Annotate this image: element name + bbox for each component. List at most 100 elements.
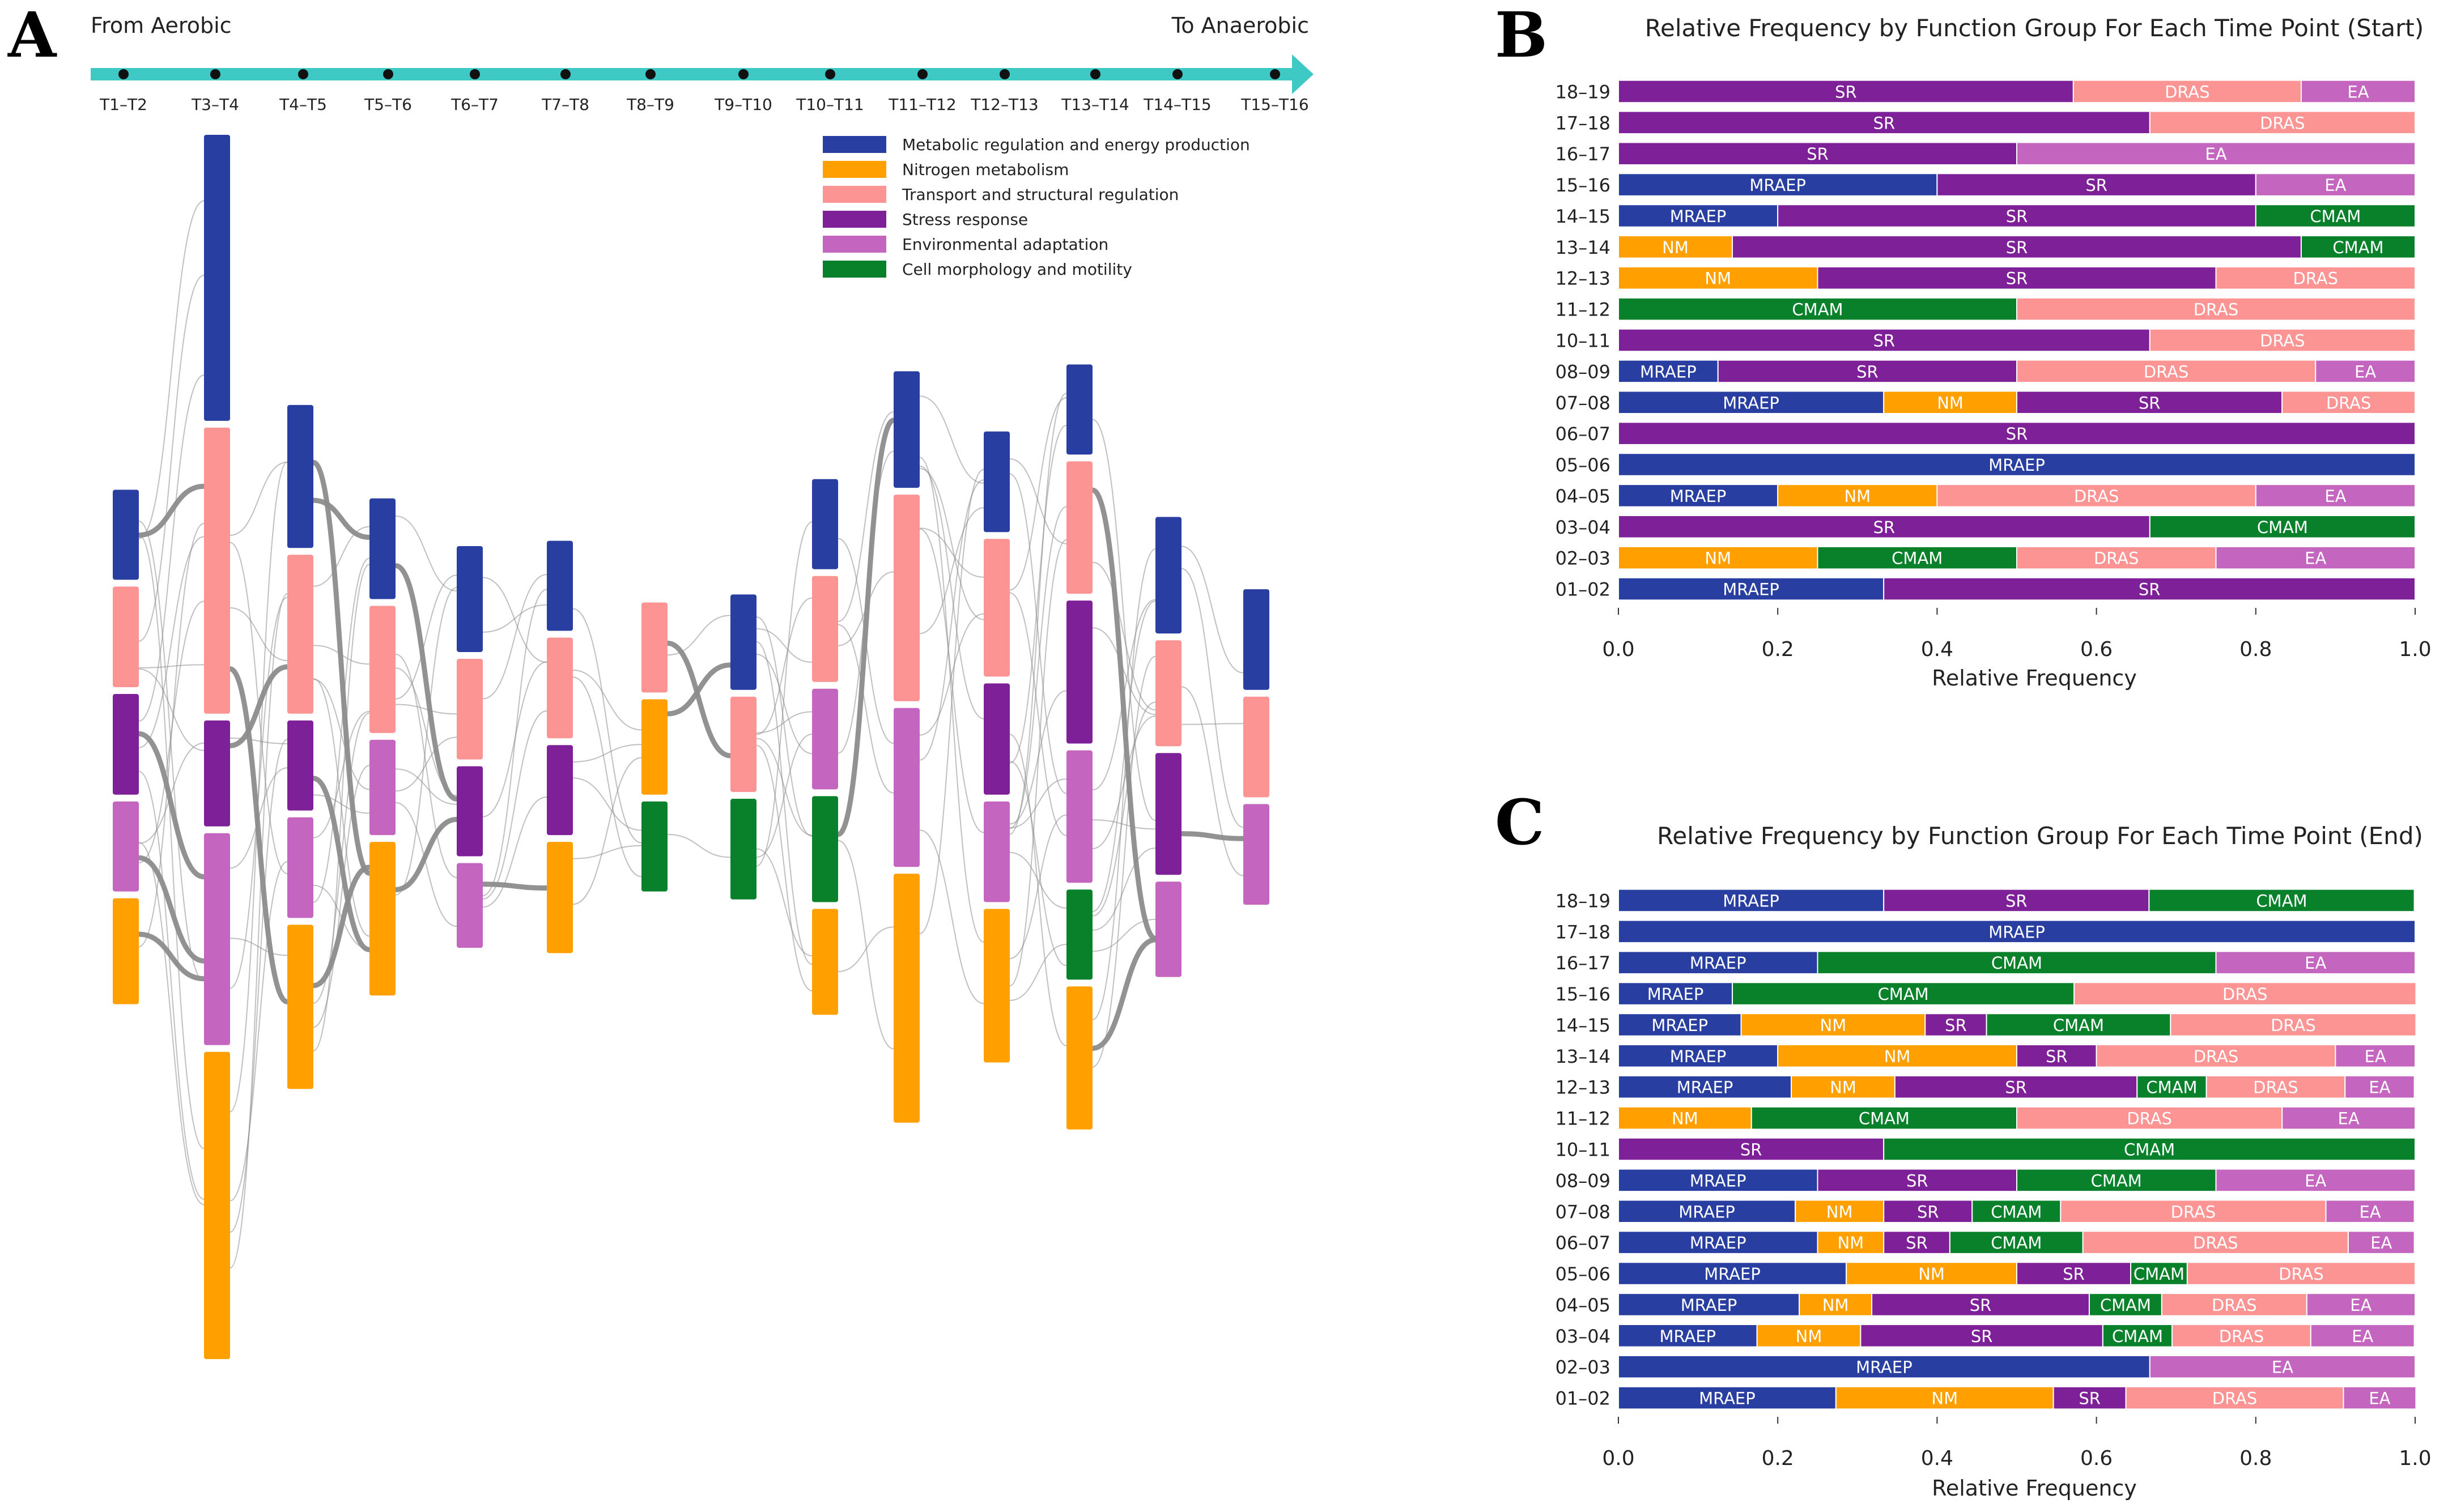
sankey-link (1092, 701, 1156, 917)
legend: Metabolic regulation and energy producti… (823, 135, 1250, 279)
bar-segment-label: DRAS (2326, 393, 2372, 412)
bar-segment-label: SR (2139, 580, 2161, 599)
timeline-dot (1172, 69, 1183, 79)
sankey-link (482, 881, 547, 891)
category-label: 17–18 (1556, 112, 1610, 134)
bar-segment-label: DRAS (2171, 1202, 2216, 1221)
sankey-link (138, 534, 205, 1149)
sankey-link (919, 613, 984, 736)
bar-segment-cmam (1883, 1137, 2416, 1161)
sankey-node-sr (204, 720, 230, 827)
sankey-link (482, 710, 547, 900)
category-label: 13–14 (1556, 237, 1610, 258)
panel-a-letter: A (7, 0, 57, 71)
bar-segment-sr (1618, 328, 2150, 352)
bar-segment-sr (1817, 1168, 2017, 1192)
bar-segment-label: CMAM (1878, 985, 1929, 1004)
bar-segment-label: MRAEP (1699, 1389, 1756, 1408)
bar-segment-label: SR (2006, 207, 2028, 226)
sankey-link (838, 840, 894, 1050)
sankey-link (572, 757, 642, 905)
sankey-node-mraep (894, 371, 920, 488)
sankey-link (1009, 424, 1067, 764)
bar-segment-cmam (2300, 235, 2416, 259)
bar-segment-label: DRAS (2144, 362, 2189, 381)
bar-segment-label: SR (1945, 1016, 1967, 1035)
sankey-node-dras (369, 606, 396, 733)
sankey-link (313, 712, 370, 1004)
sankey-node-nm (812, 909, 838, 1015)
sankey-link (1181, 568, 1244, 828)
sankey-link (138, 742, 205, 844)
sankey-node-mraep (812, 479, 838, 569)
bar-segment-mraep (1618, 173, 1938, 197)
sankey-link (1009, 539, 1067, 987)
sankey-link (1092, 561, 1156, 711)
bar-segment-nm (1618, 1106, 1752, 1130)
sankey-link (1181, 686, 1244, 876)
bar-segment-label: MRAEP (1659, 1327, 1716, 1346)
sankey-link (230, 739, 288, 1233)
bar-segment-label: EA (2305, 549, 2326, 568)
bar-segment-cmam (1971, 1199, 2062, 1224)
bar-segment-ea (2016, 142, 2416, 165)
sankey-node-dras (641, 602, 668, 693)
chart-c-xlabel: Relative Frequency (1932, 1476, 2137, 1501)
bar-segment-label: MRAEP (1670, 487, 1727, 506)
bar-segment-label: SR (1873, 113, 1896, 133)
sankey-link (919, 468, 984, 620)
x-tick-label: 0.6 (2080, 1447, 2113, 1470)
sankey-link (138, 770, 205, 1200)
x-tick-label: 0.4 (1921, 638, 1953, 661)
sankey-node-nm (204, 1051, 230, 1360)
sankey-link (756, 711, 813, 734)
timeline-arrow (91, 54, 1314, 94)
sankey-link (1092, 627, 1156, 715)
bar-segment-label: DRAS (2271, 1016, 2316, 1035)
bar-segment-nm (1795, 1199, 1885, 1224)
panel-c-letter: C (1495, 786, 1545, 859)
sankey-link (312, 776, 371, 952)
sankey-node-ea (1066, 750, 1093, 883)
sankey-link (312, 459, 371, 876)
category-label: 18–19 (1556, 81, 1610, 103)
bar-segment-ea (2347, 1230, 2415, 1254)
sankey-link (756, 597, 813, 735)
bar-segment-label: SR (2079, 1389, 2101, 1408)
category-label: 06–07 (1556, 1232, 1610, 1254)
bar-segment-label: DRAS (2094, 549, 2139, 568)
sankey-link (667, 662, 731, 717)
bar-segment-nm (1777, 484, 1938, 508)
sankey-node-ea (457, 863, 483, 948)
sankey-link (1091, 487, 1157, 942)
sankey-node-mraep (1155, 517, 1182, 634)
bar-segment-dras (2016, 359, 2317, 384)
category-label: 12–13 (1556, 1077, 1610, 1098)
bar-segment-sr (1618, 1137, 1885, 1161)
bar-segment-label: CMAM (2124, 1140, 2175, 1160)
bar-segment-sr (1777, 204, 2256, 228)
bar-segment-nm (1618, 546, 1818, 570)
category-label: 13–14 (1556, 1046, 1610, 1067)
sankey-link (138, 274, 205, 642)
bar-segment-ea (2325, 1199, 2415, 1224)
category-label: 04–05 (1556, 485, 1610, 507)
sankey-node-nm (113, 898, 139, 1004)
legend-swatch-mraep (823, 136, 886, 153)
timeline-tick-label: T8–T9 (626, 95, 674, 114)
sankey-link (1092, 819, 1156, 830)
legend-label: Environmental adaptation (902, 235, 1108, 254)
sankey-node-mraep (287, 404, 313, 548)
bar-segment-sr (2052, 1386, 2127, 1410)
bar-segment-label: DRAS (2194, 1047, 2239, 1066)
sankey-link (482, 574, 547, 700)
category-label: 14–15 (1556, 1015, 1610, 1036)
bar-segment-label: DRAS (2260, 113, 2305, 133)
sankey-link (1092, 419, 1156, 821)
bar-segment-cmam (1949, 1230, 2084, 1254)
sankey-link (572, 845, 642, 859)
bar-segment-cmam (2148, 888, 2415, 913)
category-label: 15–16 (1556, 174, 1610, 196)
x-tick-label: 0.2 (1762, 638, 1794, 661)
sankey-node-mraep (204, 135, 230, 421)
